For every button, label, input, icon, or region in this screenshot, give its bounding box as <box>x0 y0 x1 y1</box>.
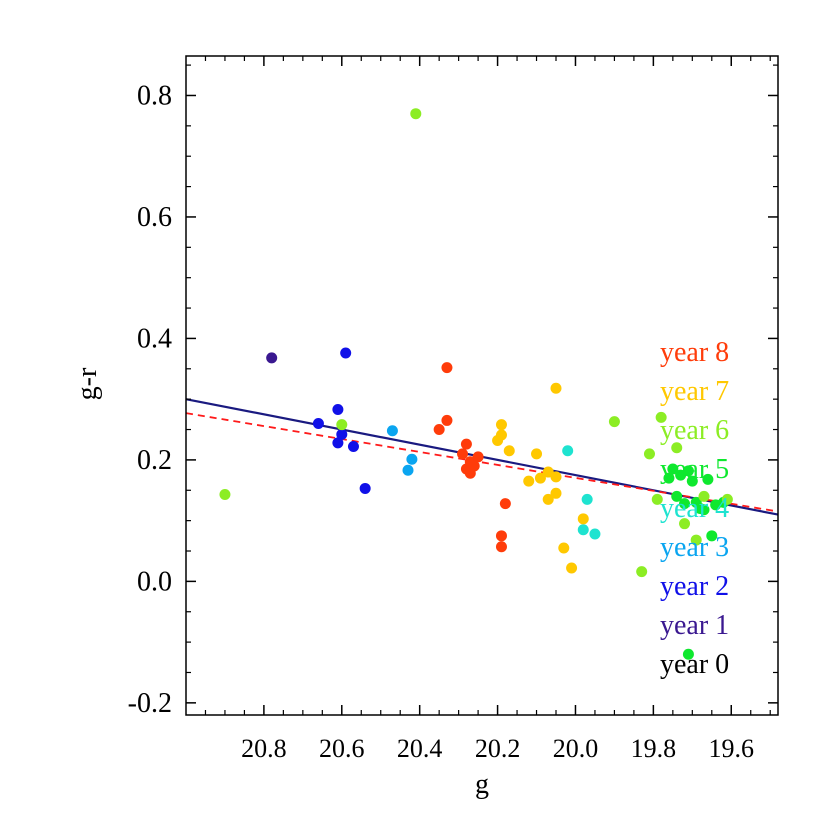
legend-year-7: year 7 <box>660 376 729 407</box>
point-year-5-9 <box>698 504 710 516</box>
y-tick-label-4: 0.6 <box>137 202 172 233</box>
legend-year-0: year 0 <box>660 649 729 680</box>
point-year-2-2 <box>332 437 344 449</box>
y-tick-label-5: 0.8 <box>137 80 172 111</box>
point-year-6-1 <box>336 419 348 431</box>
data-points <box>219 108 733 660</box>
point-year-2-3 <box>336 428 348 440</box>
point-year-4-2 <box>581 493 593 505</box>
point-year-5-11 <box>706 530 718 542</box>
point-year-8-10 <box>495 530 507 542</box>
y-axis: -0.2 0.0 0.2 0.4 0.6 0.8 <box>128 64 778 719</box>
x-tick-label-6: 19.6 <box>709 734 755 763</box>
point-year-7-14 <box>577 513 589 525</box>
point-year-4-3 <box>589 528 601 540</box>
point-year-7-6 <box>534 472 546 484</box>
point-year-6-8 <box>671 442 683 454</box>
point-year-6-7 <box>655 411 667 423</box>
point-year-5-10 <box>702 473 714 485</box>
point-year-7-1 <box>495 419 507 431</box>
point-year-6-0 <box>219 489 231 501</box>
point-year-5-6 <box>686 475 698 487</box>
legend-year-6: year 6 <box>660 415 729 446</box>
point-year-6-12 <box>721 493 733 505</box>
point-year-8-3 <box>457 448 469 460</box>
point-year-2-4 <box>340 347 352 359</box>
legend-year-8: year 8 <box>660 337 729 368</box>
point-year-7-4 <box>523 475 535 487</box>
point-year-7-8 <box>542 493 554 505</box>
x-tick-label-1: 20.6 <box>319 734 365 763</box>
point-year-6-4 <box>636 566 648 578</box>
point-year-5-2 <box>671 490 683 502</box>
point-year-8-4 <box>460 438 472 450</box>
point-year-7-3 <box>503 445 515 457</box>
legend-year-1: year 1 <box>660 610 729 641</box>
point-year-8-0 <box>433 424 445 436</box>
point-year-2-5 <box>347 441 359 453</box>
point-year-6-6 <box>651 493 663 505</box>
point-year-2-0 <box>312 417 324 429</box>
point-year-7-12 <box>558 542 570 554</box>
point-year-8-1 <box>441 414 453 426</box>
point-year-6-5 <box>643 448 655 460</box>
legend-year-3: year 3 <box>660 532 729 563</box>
point-year-5-5 <box>682 465 694 477</box>
x-tick-label-0: 20.8 <box>241 734 287 763</box>
point-year-7-13 <box>566 562 578 574</box>
point-year-5-4 <box>679 498 691 510</box>
y-tick-label-3: 0.4 <box>137 323 172 354</box>
point-year-2-1 <box>332 403 344 415</box>
x-tick-label-4: 20.0 <box>553 734 599 763</box>
point-year-1-0 <box>266 352 278 364</box>
point-year-5-14 <box>682 648 694 660</box>
x-axis: 20.8 20.6 20.4 20.2 20.0 19.8 19.6 <box>204 56 771 763</box>
point-year-7-11 <box>550 471 562 483</box>
legend: year 8 year 7 year 6 year 5 year 4 year 3 year… <box>660 337 729 680</box>
y-tick-label-2: 0.2 <box>137 445 172 476</box>
x-axis-label: g <box>475 769 489 800</box>
point-year-7-5 <box>531 448 543 460</box>
point-year-3-2 <box>406 453 418 465</box>
y-tick-label-1: 0.0 <box>137 566 172 597</box>
point-year-8-2 <box>441 362 453 374</box>
point-year-6-11 <box>698 490 710 502</box>
point-year-4-0 <box>562 445 574 457</box>
x-tick-label-2: 20.4 <box>397 734 443 763</box>
point-year-6-3 <box>608 416 620 428</box>
point-year-5-1 <box>667 463 679 475</box>
plot-frame <box>185 55 779 716</box>
point-year-8-9 <box>472 451 484 463</box>
point-year-7-2 <box>495 429 507 441</box>
point-year-8-12 <box>499 498 511 510</box>
point-year-8-11 <box>495 541 507 553</box>
point-year-8-8 <box>468 460 480 472</box>
legend-year-5: year 5 <box>660 454 729 485</box>
point-year-6-10 <box>690 534 702 546</box>
y-tick-label-0: -0.2 <box>128 688 172 719</box>
point-year-3-1 <box>402 464 414 476</box>
y-axis-label: g-r <box>72 367 103 400</box>
x-tick-label-5: 19.8 <box>631 734 677 763</box>
legend-year-4: year 4 <box>660 493 729 524</box>
point-year-7-10 <box>550 382 562 394</box>
point-year-3-0 <box>386 425 398 437</box>
point-year-4-1 <box>577 524 589 536</box>
legend-year-2: year 2 <box>660 571 729 602</box>
fit-line-1 <box>185 412 779 513</box>
point-year-2-6 <box>359 482 371 494</box>
x-tick-label-3: 20.2 <box>475 734 521 763</box>
point-year-7-9 <box>550 487 562 499</box>
point-year-6-2 <box>410 108 422 120</box>
point-year-6-9 <box>679 518 691 530</box>
point-year-5-0 <box>663 472 675 484</box>
